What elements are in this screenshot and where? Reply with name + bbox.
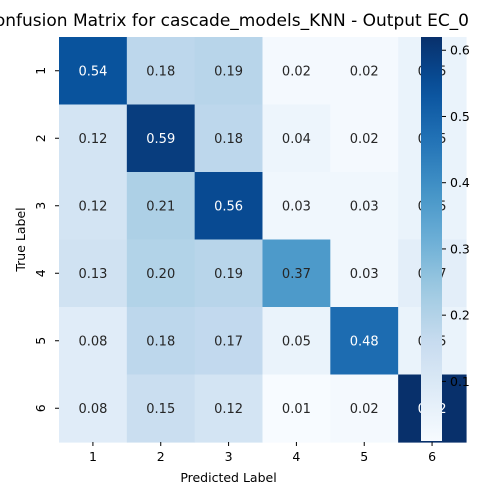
cell-value-label: 0.19 [214,64,243,79]
heatmap-cell [262,307,331,376]
heatmap-cell [330,307,399,376]
cell-value-label: 0.12 [214,402,243,417]
cell-value-label: 0.03 [282,199,311,214]
cell-value-label: 0.08 [78,334,107,349]
x-tick-label: 1 [89,449,97,464]
x-tick-label: 5 [360,449,368,464]
x-axis-title: Predicted Label [180,470,276,485]
cell-value-label: 0.12 [78,132,107,147]
cell-value-label: 0.02 [350,64,379,79]
heatmap-cell [126,239,196,308]
heatmap-cell [59,374,128,443]
heatmap-cell [262,104,331,173]
heatmap-cell [330,239,399,308]
y-tick-label: 4 [33,269,48,277]
cell-value-label: 0.59 [146,132,175,147]
cell-value-label: 0.18 [146,334,175,349]
heatmap-cell [59,104,128,173]
colorbar-ticks: 0.1 0.2 0.3 0.4 0.5 0.6 [442,43,470,389]
cell-value-label: 0.15 [146,402,175,417]
cell-value-label: 0.19 [214,267,243,282]
colorbar-tick-label: 0.6 [450,43,470,58]
colorbar-tick-label: 0.4 [450,175,470,190]
y-tick-label: 3 [33,202,48,210]
heatmap-cell [194,239,264,308]
colorbar-tick-label: 0.3 [450,241,470,256]
x-tick-label: 4 [292,449,300,464]
colorbar [421,37,442,441]
cell-value-label: 0.20 [146,267,175,282]
colorbar-tick-label: 0.5 [450,109,470,124]
heatmap-cell [194,104,264,173]
cell-value-label: 0.03 [350,199,379,214]
y-axis-title: True Label [13,207,28,272]
chart-title: Confusion Matrix for cascade_models_KNN … [0,11,469,31]
x-tick-label: 2 [157,449,165,464]
colorbar-tick-label: 0.2 [450,308,470,323]
heatmap-cell [262,172,331,241]
cell-value-label: 0.13 [78,267,107,282]
y-tick-label: 5 [33,337,48,345]
heatmap-cell [194,172,264,241]
cell-value-label: 0.02 [350,402,379,417]
x-tick-label: 6 [428,449,436,464]
heatmap-cell [126,37,196,106]
heatmap-cell [194,37,264,106]
heatmap-cell [59,172,128,241]
y-tick-label: 1 [33,67,48,75]
heatmap-cell [262,37,331,106]
heatmap-cell [330,37,399,106]
cell-value-label: 0.02 [282,64,311,79]
cell-value-label: 0.04 [282,132,311,147]
y-axis-ticks: 1 2 3 4 5 6 [33,67,59,412]
heatmap-cell [330,172,399,241]
cell-value-label: 0.08 [78,402,107,417]
heatmap-cell [126,172,196,241]
heatmap-cell [59,239,128,308]
cell-value-label: 0.02 [350,132,379,147]
cell-value-label: 0.48 [350,334,379,349]
heatmap-cell [126,307,196,376]
heatmap-cell [262,239,331,308]
heatmap-cell [262,374,331,443]
heatmap-cell [330,374,399,443]
colorbar-tick-label: 0.1 [450,374,470,389]
x-axis-ticks: 1 2 3 4 5 6 [89,442,436,464]
cell-value-label: 0.37 [282,267,311,282]
cell-value-label: 0.12 [78,199,107,214]
cell-value-label: 0.01 [282,402,311,417]
cell-value-label: 0.05 [282,334,311,349]
cell-value-label: 0.18 [146,64,175,79]
cell-value-label: 0.18 [214,132,243,147]
heatmap-cells [59,37,467,443]
heatmap-cell [126,374,196,443]
cell-value-label: 0.56 [214,199,243,214]
heatmap-cell [194,307,264,376]
cell-value-label: 0.03 [350,267,379,282]
y-tick-label: 2 [33,134,48,142]
heatmap-cell [126,104,196,173]
cell-value-label: 0.17 [214,334,243,349]
heatmap-cell [330,104,399,173]
cell-value-label: 0.54 [78,64,107,79]
y-tick-label: 6 [33,404,48,412]
x-tick-label: 3 [225,449,233,464]
cell-value-label: 0.21 [146,199,175,214]
heatmap-cell [59,37,128,106]
heatmap-cell [59,307,128,376]
heatmap-cell [194,374,264,443]
